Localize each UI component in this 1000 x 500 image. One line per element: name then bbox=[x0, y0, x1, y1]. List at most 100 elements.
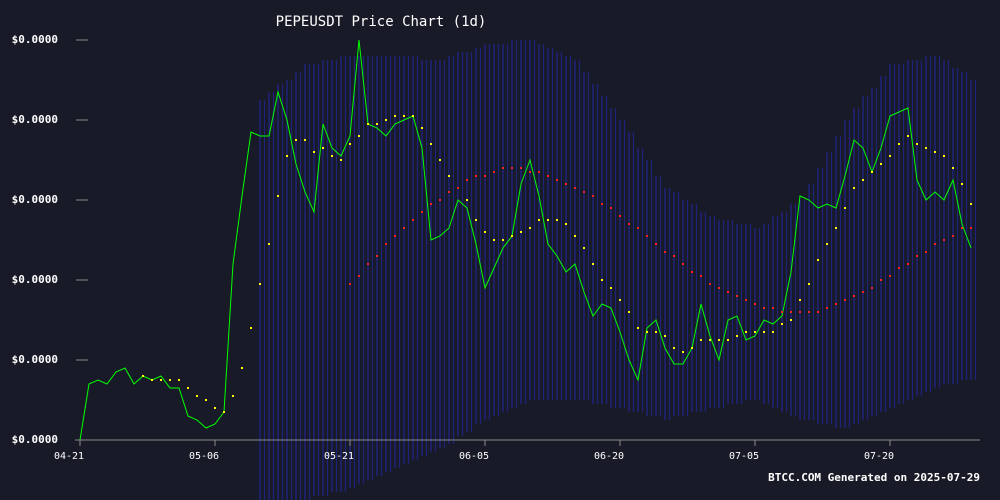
ma-dot bbox=[358, 135, 360, 137]
ma-dot bbox=[952, 167, 954, 169]
ma-dot bbox=[934, 243, 936, 245]
ma-dot bbox=[403, 115, 405, 117]
ma-dot bbox=[439, 199, 441, 201]
ma-dot bbox=[781, 323, 783, 325]
ma-dot bbox=[727, 291, 729, 293]
ma-dot bbox=[781, 311, 783, 313]
ma-dot bbox=[475, 219, 477, 221]
ma-dot bbox=[502, 167, 504, 169]
ma-dot bbox=[556, 179, 558, 181]
ma-dot bbox=[970, 227, 972, 229]
ma-dot bbox=[799, 311, 801, 313]
ma-dot bbox=[682, 351, 684, 353]
x-tick-label: 07-20 bbox=[864, 451, 894, 462]
ma-dot bbox=[700, 339, 702, 341]
ma-dot bbox=[529, 171, 531, 173]
ma-dot bbox=[484, 231, 486, 233]
ma-dot bbox=[673, 255, 675, 257]
ma-dot bbox=[592, 263, 594, 265]
price-line bbox=[79, 39, 972, 441]
ma-dot bbox=[709, 283, 711, 285]
ma-dot bbox=[628, 223, 630, 225]
ma-dot bbox=[664, 335, 666, 337]
ma-dot bbox=[367, 263, 369, 265]
ma-dot bbox=[871, 171, 873, 173]
ma-dot bbox=[430, 143, 432, 145]
ma-dot bbox=[151, 379, 153, 381]
ma-dot bbox=[250, 327, 252, 329]
ma-dot bbox=[538, 219, 540, 221]
ma-dot bbox=[610, 207, 612, 209]
ma-dot bbox=[655, 243, 657, 245]
ma-dot bbox=[718, 339, 720, 341]
ma-dot bbox=[817, 259, 819, 261]
ma-dot bbox=[313, 151, 315, 153]
ma-dot bbox=[691, 347, 693, 349]
ma-dot bbox=[682, 263, 684, 265]
y-tick-label: $0.0000 bbox=[12, 113, 58, 126]
ma-dot bbox=[745, 299, 747, 301]
ma-dot bbox=[502, 239, 504, 241]
ma-dot bbox=[862, 291, 864, 293]
x-tick-label: 06-20 bbox=[594, 451, 624, 462]
y-tick-label: $0.0000 bbox=[12, 193, 58, 206]
ma-dot bbox=[277, 195, 279, 197]
x-tick-label: 04-21 bbox=[54, 451, 84, 462]
ma-dot bbox=[565, 223, 567, 225]
ma-dot bbox=[268, 243, 270, 245]
ma-dot bbox=[205, 399, 207, 401]
ma-dot bbox=[925, 251, 927, 253]
ma-dot bbox=[637, 227, 639, 229]
ma-dot bbox=[907, 263, 909, 265]
ma-dot bbox=[673, 347, 675, 349]
ma-dot bbox=[727, 339, 729, 341]
ma-dot bbox=[448, 191, 450, 193]
ma-dot bbox=[223, 411, 225, 413]
ma-dot bbox=[736, 335, 738, 337]
ma-dot bbox=[646, 331, 648, 333]
ma-dot bbox=[286, 155, 288, 157]
y-tick-label: $0.0000 bbox=[12, 33, 58, 46]
ma-dot bbox=[736, 295, 738, 297]
ma-dot bbox=[655, 331, 657, 333]
ma-dot bbox=[583, 191, 585, 193]
y-tick-label: $0.0000 bbox=[12, 353, 58, 366]
ma-dot bbox=[628, 311, 630, 313]
ma-dot bbox=[412, 115, 414, 117]
ma-dot bbox=[826, 243, 828, 245]
ma-dot bbox=[835, 227, 837, 229]
ma-dot bbox=[880, 279, 882, 281]
ma-dot bbox=[592, 195, 594, 197]
ma-dot bbox=[448, 175, 450, 177]
ma-dot bbox=[376, 255, 378, 257]
ma-dot bbox=[943, 155, 945, 157]
ma-dot bbox=[763, 307, 765, 309]
ma-dot bbox=[322, 147, 324, 149]
ma-dot bbox=[754, 303, 756, 305]
ma-dot bbox=[619, 299, 621, 301]
ma-dot bbox=[421, 127, 423, 129]
ma-dot bbox=[556, 219, 558, 221]
ma-dot bbox=[349, 143, 351, 145]
ma-dot bbox=[898, 143, 900, 145]
ma-dot bbox=[700, 275, 702, 277]
ma-dot bbox=[511, 167, 513, 169]
y-tick-label: $0.0000 bbox=[12, 273, 58, 286]
ma-dot bbox=[601, 279, 603, 281]
ma-dot bbox=[295, 139, 297, 141]
ma-dot bbox=[232, 395, 234, 397]
ma-dot bbox=[691, 271, 693, 273]
ma-dot bbox=[574, 187, 576, 189]
ma-dot bbox=[952, 235, 954, 237]
ma-dot bbox=[772, 331, 774, 333]
ma-dot bbox=[457, 187, 459, 189]
x-tick-label: 05-06 bbox=[189, 451, 219, 462]
ma-dot bbox=[808, 283, 810, 285]
ma-dot bbox=[925, 147, 927, 149]
ma-dot bbox=[853, 295, 855, 297]
footer: BTCC.COM Generated on 2025-07-29 bbox=[768, 471, 980, 484]
ma-dot bbox=[961, 183, 963, 185]
x-tick-label: 05-21 bbox=[324, 451, 354, 462]
ma-dot bbox=[880, 163, 882, 165]
ma-dot bbox=[637, 327, 639, 329]
